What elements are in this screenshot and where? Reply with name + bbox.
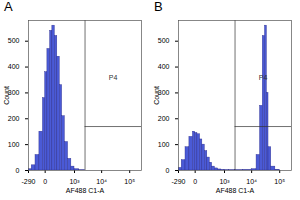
svg-text:P4: P4 bbox=[109, 74, 118, 81]
html-text:B: B bbox=[154, 0, 163, 14]
svg-text:0: 0 bbox=[43, 178, 47, 185]
svg-text:0: 0 bbox=[166, 167, 170, 174]
svg-text:300: 300 bbox=[157, 89, 170, 97]
svg-text:200: 200 bbox=[8, 115, 20, 122]
svg-text:500: 500 bbox=[158, 37, 170, 44]
svg-text:10⁴: 10⁴ bbox=[96, 178, 107, 185]
svg-text:10⁴: 10⁴ bbox=[246, 178, 257, 185]
svg-text:Count: Count bbox=[3, 86, 10, 105]
svg-text:200: 200 bbox=[158, 115, 170, 122]
svg-text:100: 100 bbox=[158, 141, 170, 148]
svg-text:400: 400 bbox=[158, 63, 170, 70]
svg-text:400: 400 bbox=[8, 63, 20, 70]
svg-text:Count: Count bbox=[153, 86, 160, 105]
svg-text:100: 100 bbox=[8, 141, 20, 148]
svg-text:AF488 C1-A: AF488 C1-A bbox=[216, 187, 255, 194]
svg-text:-290: -290 bbox=[21, 178, 35, 185]
svg-text:500: 500 bbox=[8, 37, 20, 44]
svg-text:-290: -290 bbox=[171, 178, 185, 185]
svg-text:AF488 C1-A: AF488 C1-A bbox=[66, 187, 105, 194]
svg-text:0: 0 bbox=[16, 167, 20, 174]
svg-text:10³: 10³ bbox=[69, 178, 80, 185]
svg-text:P4: P4 bbox=[259, 74, 268, 81]
svg-text:10⁵: 10⁵ bbox=[124, 178, 135, 185]
svg-text:10³: 10³ bbox=[219, 178, 230, 185]
svg-text:10⁵: 10⁵ bbox=[274, 178, 285, 185]
html-text:A: A bbox=[4, 0, 13, 14]
svg-text:300: 300 bbox=[7, 89, 20, 97]
svg-text:0: 0 bbox=[193, 178, 197, 185]
